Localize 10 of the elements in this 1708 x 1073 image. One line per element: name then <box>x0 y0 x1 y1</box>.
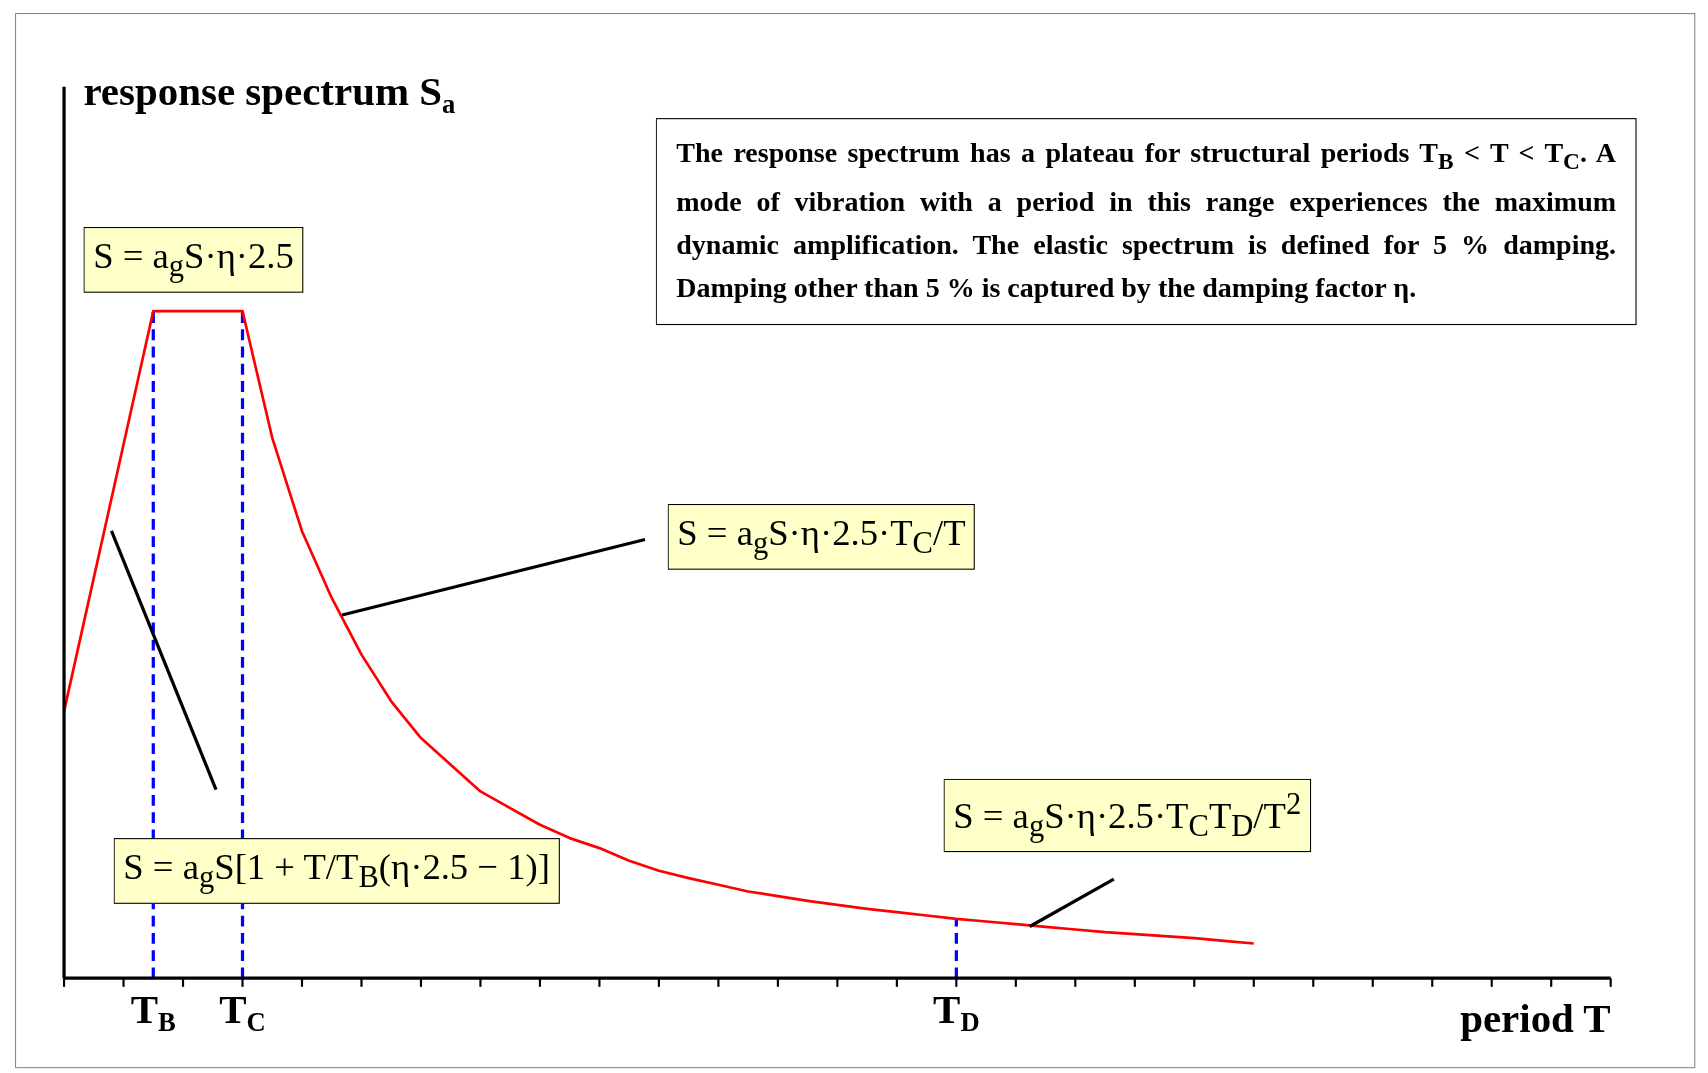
annotation: S = a$_{g}$S[1 + T/T$_{B}$(η·2.5 − 1)] <box>113 838 560 904</box>
annotation: S = a$_{g}$S·η·2.5·T$_{C}$T$_{D}$/T$^{2}$ <box>943 778 1311 853</box>
text: The response spectrum has a plateau for structural periods T$_{B}$ < T < T$_{C}$. A mode of vibration with a period in this range experiences the maximum dynamic amplification. The elastic spectrum is defined for 5 % damping. Damping other than 5 % is captured by the damping factor η. <box>655 118 1637 325</box>
y-axis-title: response spectrum S$_{a}$ <box>83 69 456 120</box>
x-tick-label: T$_{B}$ <box>130 987 176 1038</box>
text: S = a$_{g}$S·η·2.5 <box>83 226 304 293</box>
annotation: S = a$_{g}$S·η·2.5·T$_{C}$/T <box>667 503 976 570</box>
x-axis-title: period T <box>1460 996 1611 1042</box>
x-tick-label: T$_{D}$ <box>933 987 980 1038</box>
x-tick-label: T$_{C}$ <box>219 987 266 1038</box>
